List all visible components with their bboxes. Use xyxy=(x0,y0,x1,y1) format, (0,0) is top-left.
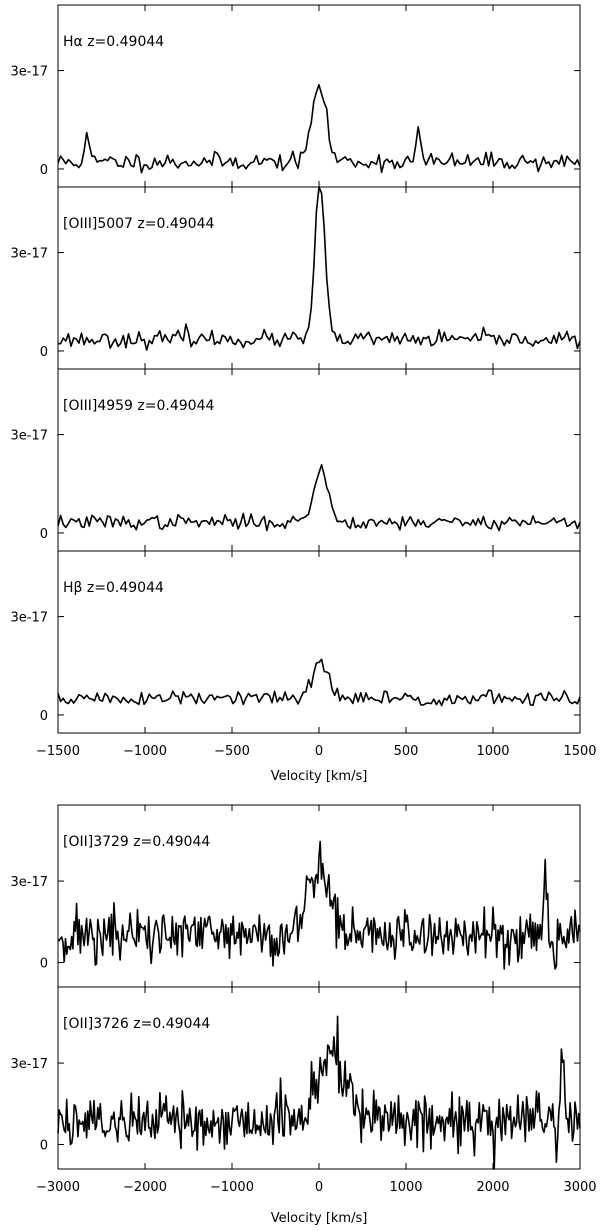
y-tick-label: 0 xyxy=(40,163,48,178)
spectrum-line xyxy=(57,658,581,707)
spectrum-line xyxy=(57,186,581,351)
y-tick-label: 3e-17 xyxy=(10,247,48,262)
panel-label: Hα z=0.49044 xyxy=(63,34,164,50)
x-tick-label: −1500 xyxy=(36,744,80,759)
x-tick-label: −1000 xyxy=(123,744,167,759)
x-tick-label: 0 xyxy=(315,744,323,759)
x-tick-label: 2000 xyxy=(476,1180,509,1195)
panel-label: [OIII]5007 z=0.49044 xyxy=(63,216,214,232)
x-tick-label: 1000 xyxy=(476,744,509,759)
panel-label: [OII]3729 z=0.49044 xyxy=(63,834,210,850)
y-tick-label: 0 xyxy=(40,527,48,542)
panel-frame xyxy=(57,804,581,988)
y-tick-label: 0 xyxy=(40,709,48,724)
panel-label: Hβ z=0.49044 xyxy=(63,580,164,596)
spectrum-line xyxy=(57,840,581,970)
spectrum-panel: 0 3e-17 [OIII]4959 z=0.49044 xyxy=(10,368,581,552)
x-axis-title: Velocity [km/s] xyxy=(271,1211,368,1226)
x-tick-label: −3000 xyxy=(36,1180,80,1195)
spectrum-panel: 0 3e-17 [OII]3729 z=0.49044 xyxy=(10,804,581,988)
figure-group-1: 0 3e-17 Hα z=0.49044 0 3e-17 [OIII]5007 z=0.4… xyxy=(10,4,597,784)
panel-frame xyxy=(57,550,581,734)
spectrum-line xyxy=(57,84,581,174)
y-tick-label: 3e-17 xyxy=(10,611,48,626)
panel-label: [OIII]4959 z=0.49044 xyxy=(63,398,214,414)
x-tick-label: 1000 xyxy=(389,1180,422,1195)
spectrum-panel: 0 3e-17 [OIII]5007 z=0.49044 xyxy=(10,186,581,370)
x-tick-label: 1500 xyxy=(563,744,596,759)
x-tick-label: −500 xyxy=(214,744,250,759)
spectrum-panel: 0 3e-17 [OII]3726 z=0.49044 xyxy=(10,986,581,1170)
x-tick-label: 500 xyxy=(394,744,419,759)
y-tick-label: 0 xyxy=(40,957,48,972)
x-axis-title: Velocity [km/s] xyxy=(271,769,368,784)
spectrum-line xyxy=(57,463,581,532)
y-tick-label: 3e-17 xyxy=(10,65,48,80)
x-tick-label: 0 xyxy=(315,1180,323,1195)
y-tick-label: 0 xyxy=(40,345,48,360)
y-tick-label: 0 xyxy=(40,1139,48,1154)
y-tick-label: 3e-17 xyxy=(10,1057,48,1072)
figure-group-2: 0 3e-17 [OII]3729 z=0.49044 0 3e-17 [OII]3726… xyxy=(10,804,597,1226)
y-tick-label: 3e-17 xyxy=(10,429,48,444)
spectrum-panel: 0 3e-17 Hβ z=0.49044 xyxy=(10,550,581,734)
x-tick-label: 3000 xyxy=(563,1180,596,1195)
y-tick-label: 3e-17 xyxy=(10,875,48,890)
panel-label: [OII]3726 z=0.49044 xyxy=(63,1016,210,1032)
x-tick-label: −1000 xyxy=(210,1180,254,1195)
spectrum-line xyxy=(57,1015,581,1170)
x-tick-label: −2000 xyxy=(123,1180,167,1195)
spectrum-panel: 0 3e-17 Hα z=0.49044 xyxy=(10,4,581,188)
